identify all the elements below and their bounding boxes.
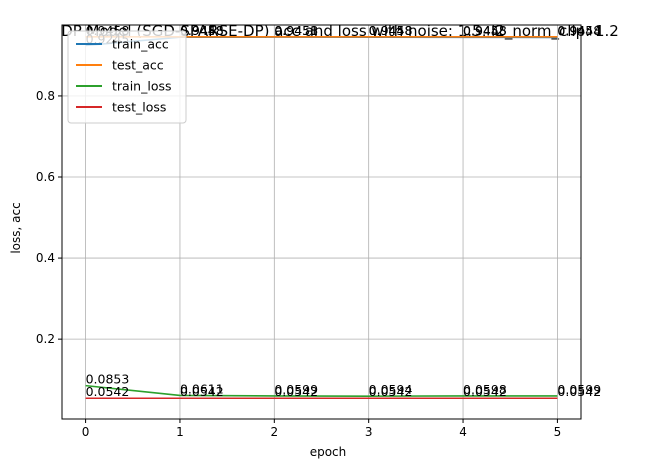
grid [62,25,581,419]
x-tick-label: 3 [365,425,373,439]
series-line-train-loss [85,384,558,397]
data-label-train-acc: 0.9451 [274,23,318,38]
data-label-test-acc: 0.9458 [557,23,601,38]
y-axis-label: loss, acc [9,202,23,253]
data-label-test-acc: 0.9458 [180,23,224,38]
legend-label: test_loss [112,100,166,115]
data-label-train-loss: 0.0853 [86,372,130,387]
data-label-train-loss: 0.0594 [369,382,413,397]
x-tick-label: 2 [270,425,278,439]
x-tick-label: 4 [459,425,467,439]
data-label-test-loss: 0.0542 [274,384,318,399]
y-tick-label: 0.8 [36,89,55,103]
x-tick-label: 0 [82,425,90,439]
data-label-train-loss: 0.0599 [274,382,318,397]
data-label-train-acc: 0.9448 [180,23,224,38]
data-label-train-acc: 0.9444 [557,23,601,38]
x-axis-label: epoch [310,445,347,459]
legend-label: train_loss [112,79,172,94]
legend-box [67,30,187,124]
data-label-test-loss: 0.0542 [369,384,413,399]
data-label-test-loss: 0.0542 [463,384,507,399]
axis-ticks: 0 1 2 3 4 5 0.2 0.4 0.6 0.8 [36,89,561,439]
legend: train_acc test_acc train_loss test_loss [67,30,187,124]
data-label-train-acc: 0.9445 [463,23,507,38]
y-tick-label: 0.2 [36,332,55,346]
y-tick-label: 0.4 [36,251,55,265]
x-tick-label: 5 [554,425,562,439]
data-label-test-acc: 0.9458 [369,23,413,38]
data-label-train-acc: 0.9448 [369,23,413,38]
legend-label: train_acc [112,37,169,52]
data-labels: 0.92450.94480.94510.94480.94450.94440.94… [86,23,602,399]
data-label-train-loss: 0.0611 [180,381,224,396]
data-label-test-loss: 0.0542 [557,384,601,399]
legend-label: test_acc [112,58,164,73]
y-tick-label: 0.6 [36,170,55,184]
data-label-test-acc: 0.9458 [463,23,507,38]
data-label-test-acc: 0.9458 [274,23,318,38]
data-label-train-loss: 0.0599 [557,382,601,397]
plot-frame [61,24,582,420]
data-label-test-loss: 0.0542 [86,384,130,399]
data-label-test-loss: 0.0542 [180,384,224,399]
data-label-train-loss: 0.0598 [463,382,507,397]
x-tick-label: 1 [176,425,184,439]
